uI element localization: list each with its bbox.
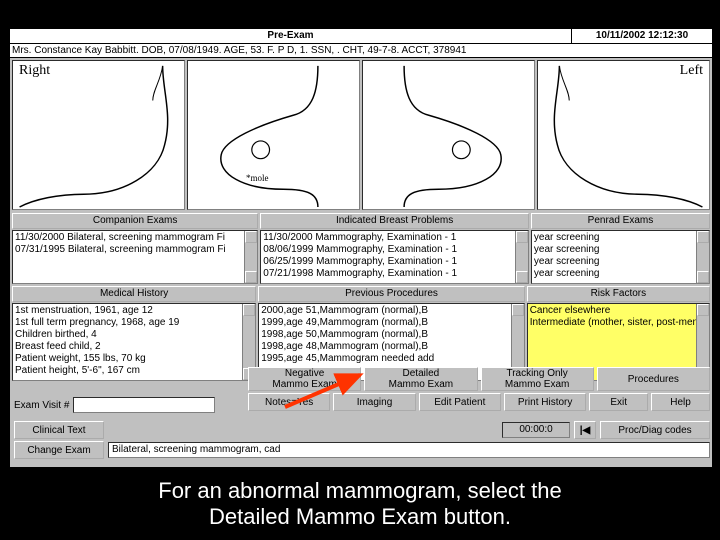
bottom-row-1: Clinical Text 00:00:0 |◀ Proc/Diag codes (14, 421, 710, 441)
right-label: Right (19, 63, 50, 79)
bottom-row-2: Change Exam Bilateral, screening mammogr… (14, 441, 710, 461)
medical-history-header: Medical History (12, 286, 256, 302)
list-item[interactable]: 1998,age 48,Mammogram (normal),B (261, 341, 521, 353)
medical-history-list[interactable]: 1st menstruation, 1961, age 12 1st full … (12, 303, 256, 381)
list-item[interactable]: 07/31/1995 Bilateral, screening mammogra… (15, 244, 255, 256)
exam-visit-row: Exam Visit # (14, 397, 244, 415)
list-item[interactable]: year screening (534, 232, 707, 244)
negative-mammo-exam-button[interactable]: Negative Mammo Exam (248, 367, 361, 391)
list-item[interactable]: 11/30/2000 Mammography, Examination - 1 (263, 232, 526, 244)
exam-visit-label: Exam Visit # (14, 400, 69, 411)
print-history-button[interactable]: Print History (504, 393, 586, 411)
indicated-problems-header: Indicated Breast Problems (260, 213, 529, 229)
list-item[interactable]: 11/30/2000 Bilateral, screening mammogra… (15, 232, 255, 244)
breast-outline-icon (538, 61, 709, 209)
window-title: Pre-Exam (10, 29, 571, 43)
exit-button[interactable]: Exit (589, 393, 648, 411)
scrollbar[interactable] (244, 231, 257, 283)
proc-diag-codes-button[interactable]: Proc/Diag codes (600, 421, 710, 439)
breast-outline-icon (363, 61, 534, 209)
slide-caption: For an abnormal mammogram, select the De… (0, 478, 720, 530)
list-item[interactable]: Intermediate (mother, sister, post-meno) (530, 317, 707, 329)
scrollbar[interactable] (515, 231, 528, 283)
penrad-exams-list[interactable]: year screening year screening year scree… (531, 230, 710, 284)
scrollbar[interactable] (696, 231, 709, 283)
imaging-button[interactable]: Imaging (333, 393, 415, 411)
lists-row-top: Companion Exams 11/30/2000 Bilateral, sc… (10, 212, 712, 285)
detailed-mammo-exam-button[interactable]: Detailed Mammo Exam (364, 367, 477, 391)
list-item[interactable]: 1st full term pregnancy, 1968, age 19 (15, 317, 253, 329)
list-item[interactable]: year screening (534, 256, 707, 268)
list-item[interactable]: 1999,age 49,Mammogram (normal),B (261, 317, 521, 329)
list-item[interactable]: Children birthed, 4 (15, 329, 253, 341)
titlebar: Pre-Exam 10/11/2002 12:12:30 (10, 29, 712, 44)
list-item[interactable]: 1st menstruation, 1961, age 12 (15, 305, 253, 317)
change-exam-value[interactable]: Bilateral, screening mammogram, cad (108, 442, 710, 458)
clinical-text-button[interactable]: Clinical Text (14, 421, 104, 439)
previous-procedures-header: Previous Procedures (258, 286, 524, 302)
rewind-button[interactable]: |◀ (574, 421, 596, 439)
help-button[interactable]: Help (651, 393, 710, 411)
exam-visit-input[interactable] (73, 397, 215, 413)
list-item[interactable]: year screening (534, 244, 707, 256)
pre-exam-window: Pre-Exam 10/11/2002 12:12:30 Mrs. Consta… (9, 28, 713, 468)
list-item[interactable]: Breast feed child, 2 (15, 341, 253, 353)
list-item[interactable]: year screening (534, 268, 707, 280)
indicated-problems-list[interactable]: 11/30/2000 Mammography, Examination - 1 … (260, 230, 529, 284)
procedures-button[interactable]: Procedures (597, 367, 710, 391)
list-item[interactable]: 08/06/1999 Mammography, Examination - 1 (263, 244, 526, 256)
breast-outline-icon (188, 61, 359, 209)
list-item[interactable]: 2000,age 51,Mammogram (normal),B (261, 305, 521, 317)
action-button-area: Negative Mammo Exam Detailed Mammo Exam … (248, 367, 710, 411)
timer-readout: 00:00:0 (502, 422, 570, 438)
diagram-right-lateral[interactable]: Right (12, 60, 185, 210)
breast-outline-icon (13, 61, 184, 209)
tracking-only-mammo-exam-button[interactable]: Tracking Only Mammo Exam (481, 367, 594, 391)
diagram-right-cc[interactable]: *mole (187, 60, 360, 210)
list-item[interactable]: Patient weight, 155 lbs, 70 kg (15, 353, 253, 365)
change-exam-button[interactable]: Change Exam (14, 441, 104, 459)
companion-exams-list[interactable]: 11/30/2000 Bilateral, screening mammogra… (12, 230, 258, 284)
edit-patient-button[interactable]: Edit Patient (419, 393, 501, 411)
notes-button[interactable]: Notes=Yes (248, 393, 330, 411)
diagram-left-cc[interactable] (362, 60, 535, 210)
list-item[interactable]: 07/21/1998 Mammography, Examination - 1 (263, 268, 526, 280)
diagram-left-lateral[interactable]: Left (537, 60, 710, 210)
clock-readout: 10/11/2002 12:12:30 (571, 29, 712, 43)
rewind-icon: |◀ (580, 425, 591, 436)
left-label: Left (680, 63, 703, 79)
penrad-exams-header: Penrad Exams (531, 213, 710, 229)
list-item[interactable]: 06/25/1999 Mammography, Examination - 1 (263, 256, 526, 268)
companion-exams-header: Companion Exams (12, 213, 258, 229)
list-item[interactable]: 1995,age 45,Mammogram needed add (261, 353, 521, 365)
diagram-row: Right *mole Left (10, 58, 712, 212)
mole-marker-label: *mole (246, 173, 269, 183)
list-item[interactable]: 1998,age 50,Mammogram (normal),B (261, 329, 521, 341)
risk-factors-header: Risk Factors (527, 286, 710, 302)
patient-info-bar: Mrs. Constance Kay Babbitt. DOB, 07/08/1… (10, 44, 712, 58)
list-item[interactable]: Cancer elsewhere (530, 305, 707, 317)
list-item[interactable]: Patient height, 5'-6", 167 cm (15, 365, 253, 377)
